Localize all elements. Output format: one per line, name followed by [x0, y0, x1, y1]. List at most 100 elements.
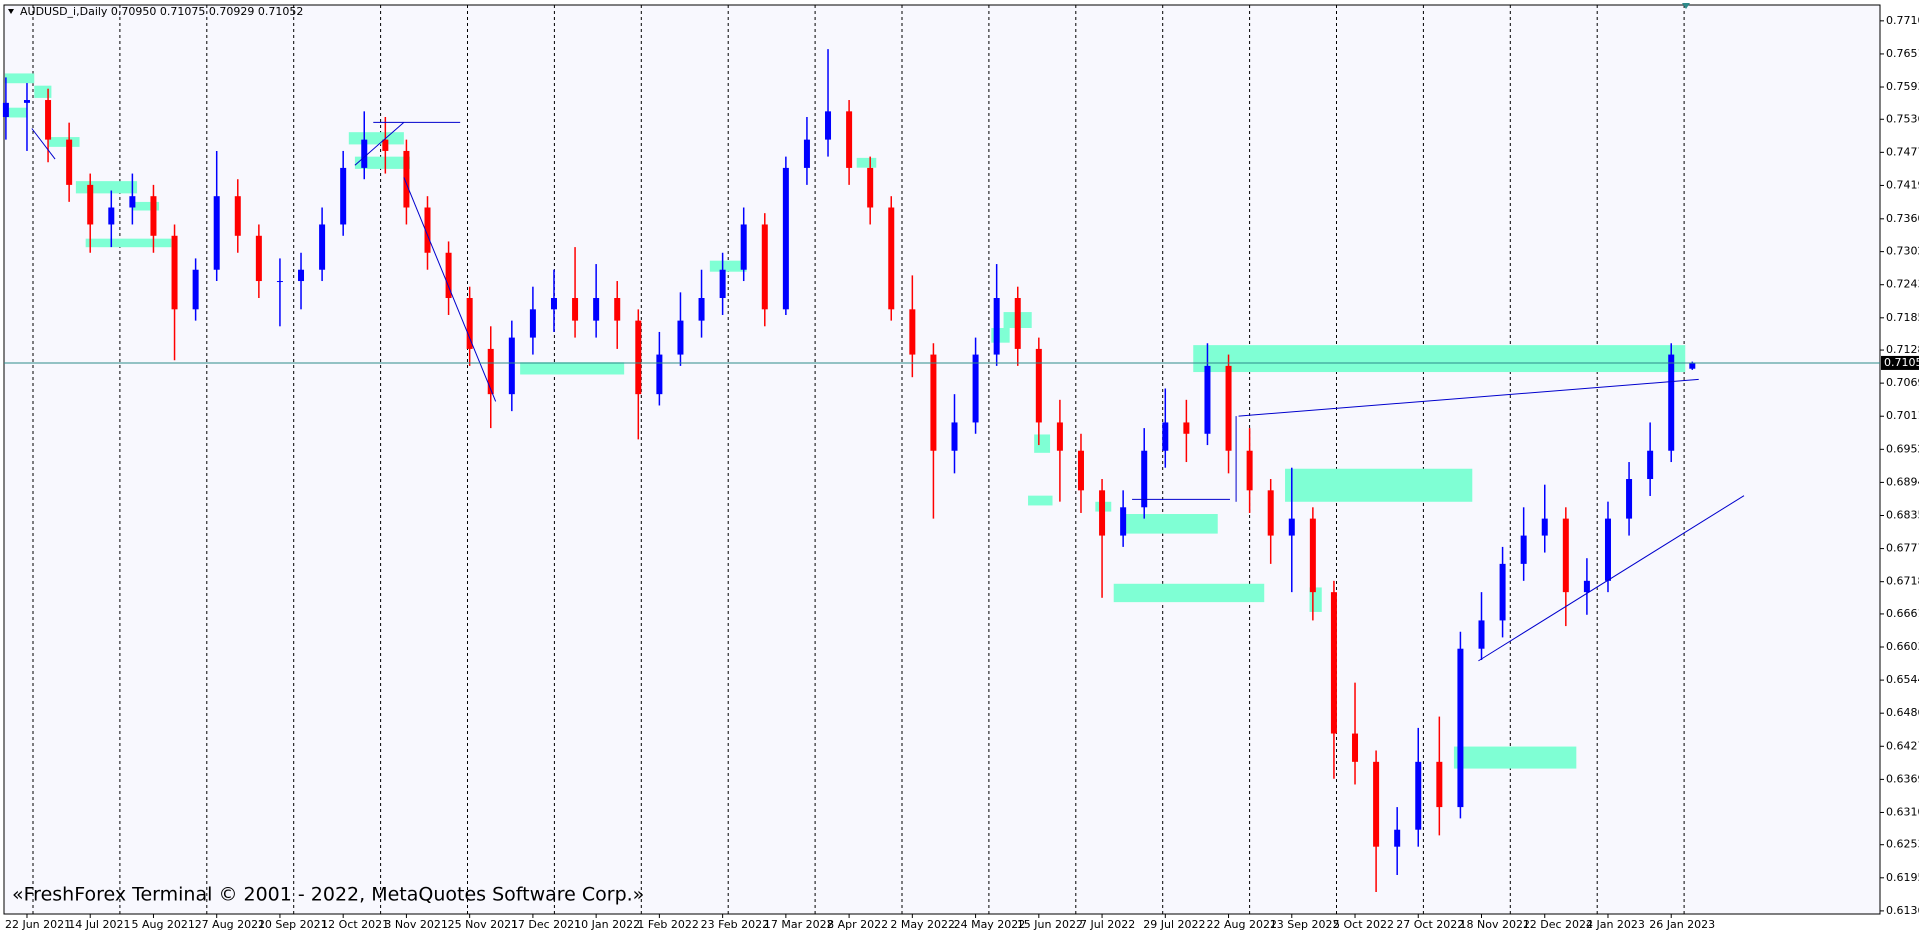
- candle-body: [740, 224, 747, 270]
- x-tick-label: 7 Jul 2022: [1080, 918, 1135, 931]
- y-tick-label: 0.73020: [1886, 245, 1919, 258]
- candle-body: [255, 235, 262, 282]
- candle-body: [761, 224, 768, 310]
- x-tick-label: 4 Jan 2023: [1586, 918, 1645, 931]
- trendline: [31, 128, 56, 160]
- zone: [4, 107, 27, 118]
- candle-body: [930, 354, 937, 451]
- candle-body: [1520, 535, 1527, 564]
- candle-body: [825, 111, 832, 140]
- candle-body: [45, 100, 52, 140]
- x-tick-label: 20 Sep 2021: [258, 918, 328, 931]
- x-tick-label: 22 Jun 2021: [5, 918, 71, 931]
- candle-body: [803, 139, 810, 168]
- x-tick-label: 1 Feb 2022: [637, 918, 698, 931]
- x-tick-label: 14 Jul 2021: [68, 918, 130, 931]
- candle-body: [1352, 733, 1359, 762]
- x-tick-label: 22 Aug 2022: [1207, 918, 1277, 931]
- x-tick-label: 18 Nov 2022: [1460, 918, 1530, 931]
- candle-body: [1330, 592, 1337, 734]
- candle-body: [1647, 450, 1654, 480]
- zone: [132, 201, 160, 211]
- x-tick-label: 26 Jan 2023: [1649, 918, 1715, 931]
- candle-body: [1436, 761, 1443, 808]
- candle-body: [276, 281, 283, 283]
- x-tick-label: 29 Jul 2022: [1143, 918, 1205, 931]
- y-tick-label: 0.73600: [1886, 212, 1919, 225]
- y-tick-label: 0.77100: [1886, 14, 1919, 27]
- y-tick-label: 0.72435: [1886, 278, 1919, 291]
- y-tick-label: 0.66615: [1886, 607, 1919, 620]
- candle-body: [614, 298, 621, 321]
- zone: [1034, 434, 1051, 453]
- candle-body: [529, 309, 536, 338]
- candle-body: [1583, 580, 1590, 593]
- zone: [348, 132, 404, 145]
- candle-body: [550, 298, 557, 310]
- axes: 0.77100 0.76515 0.75930 0.75360 0.74775 0.741…: [5, 14, 1919, 931]
- y-tick-label: 0.63105: [1886, 805, 1919, 818]
- zone: [1193, 345, 1686, 373]
- separators: [32, 5, 1685, 914]
- y-tick-label: 0.76515: [1886, 47, 1919, 60]
- watermark: «FreshForex Terminal © 2001 - 2022, Meta…: [12, 884, 644, 906]
- candle-body: [1035, 348, 1042, 423]
- candle-body: [719, 269, 726, 299]
- x-tick-label: 5 Aug 2021: [131, 918, 194, 931]
- candle-body: [1373, 761, 1380, 847]
- x-tick-label: 12 Dec 2022: [1523, 918, 1593, 931]
- candle-body: [1183, 422, 1190, 434]
- zone: [1285, 468, 1473, 502]
- y-tick-label: 0.74190: [1886, 178, 1919, 191]
- trendline: [403, 177, 497, 402]
- candle-body: [129, 196, 136, 208]
- zone: [354, 156, 410, 169]
- candle-body: [87, 184, 94, 225]
- candle-body: [66, 139, 73, 185]
- x-tick-label: 13 Sep 2022: [1270, 918, 1340, 931]
- candle-body: [1415, 761, 1422, 830]
- candle-body: [2, 102, 9, 117]
- candle-body: [108, 207, 115, 225]
- candle-body: [1562, 518, 1569, 593]
- x-tick-label: 5 Oct 2022: [1333, 918, 1394, 931]
- candle-body: [298, 269, 305, 282]
- zone: [34, 85, 52, 98]
- y-tick-label: 0.74775: [1886, 145, 1919, 158]
- y-tick-label: 0.64275: [1886, 739, 1919, 752]
- candle-body: [382, 139, 389, 151]
- candle-body: [192, 269, 199, 310]
- candle-body: [972, 354, 979, 423]
- candle-body: [445, 252, 452, 299]
- zone: [4, 73, 35, 84]
- y-tick-label: 0.67770: [1886, 542, 1919, 555]
- chart-title: AUDUSD_i,Daily 0.70950 0.71075 0.70929 0…: [20, 5, 303, 18]
- candle-body: [1246, 450, 1253, 491]
- candle-body: [1056, 422, 1063, 451]
- y-tick-label: 0.71280: [1886, 343, 1919, 356]
- candle-body: [487, 348, 494, 395]
- candle-body: [867, 167, 874, 208]
- y-tick-label: 0.70695: [1886, 376, 1919, 389]
- candle-body: [593, 298, 600, 321]
- trendline: [354, 122, 405, 166]
- candle-body: [1668, 354, 1675, 451]
- plot-area: [3, 4, 1881, 915]
- candle-body: [1457, 648, 1464, 808]
- candle-body: [1204, 365, 1211, 434]
- candle-body: [1225, 365, 1232, 451]
- x-tick-label: 10 Jan 2022: [574, 918, 640, 931]
- candle-body: [424, 207, 431, 253]
- candle-body: [656, 354, 663, 395]
- y-tick-label: 0.69525: [1886, 442, 1919, 455]
- trendlines: [4, 121, 1880, 662]
- candle-body: [1478, 620, 1485, 649]
- x-tick-label: 3 Nov 2021: [384, 918, 447, 931]
- menu-arrow: [8, 9, 14, 14]
- candle-body: [171, 235, 178, 310]
- y-tick-label: 0.67185: [1886, 575, 1919, 588]
- candle-body: [340, 167, 347, 225]
- y-tick-label: 0.61365: [1886, 904, 1919, 917]
